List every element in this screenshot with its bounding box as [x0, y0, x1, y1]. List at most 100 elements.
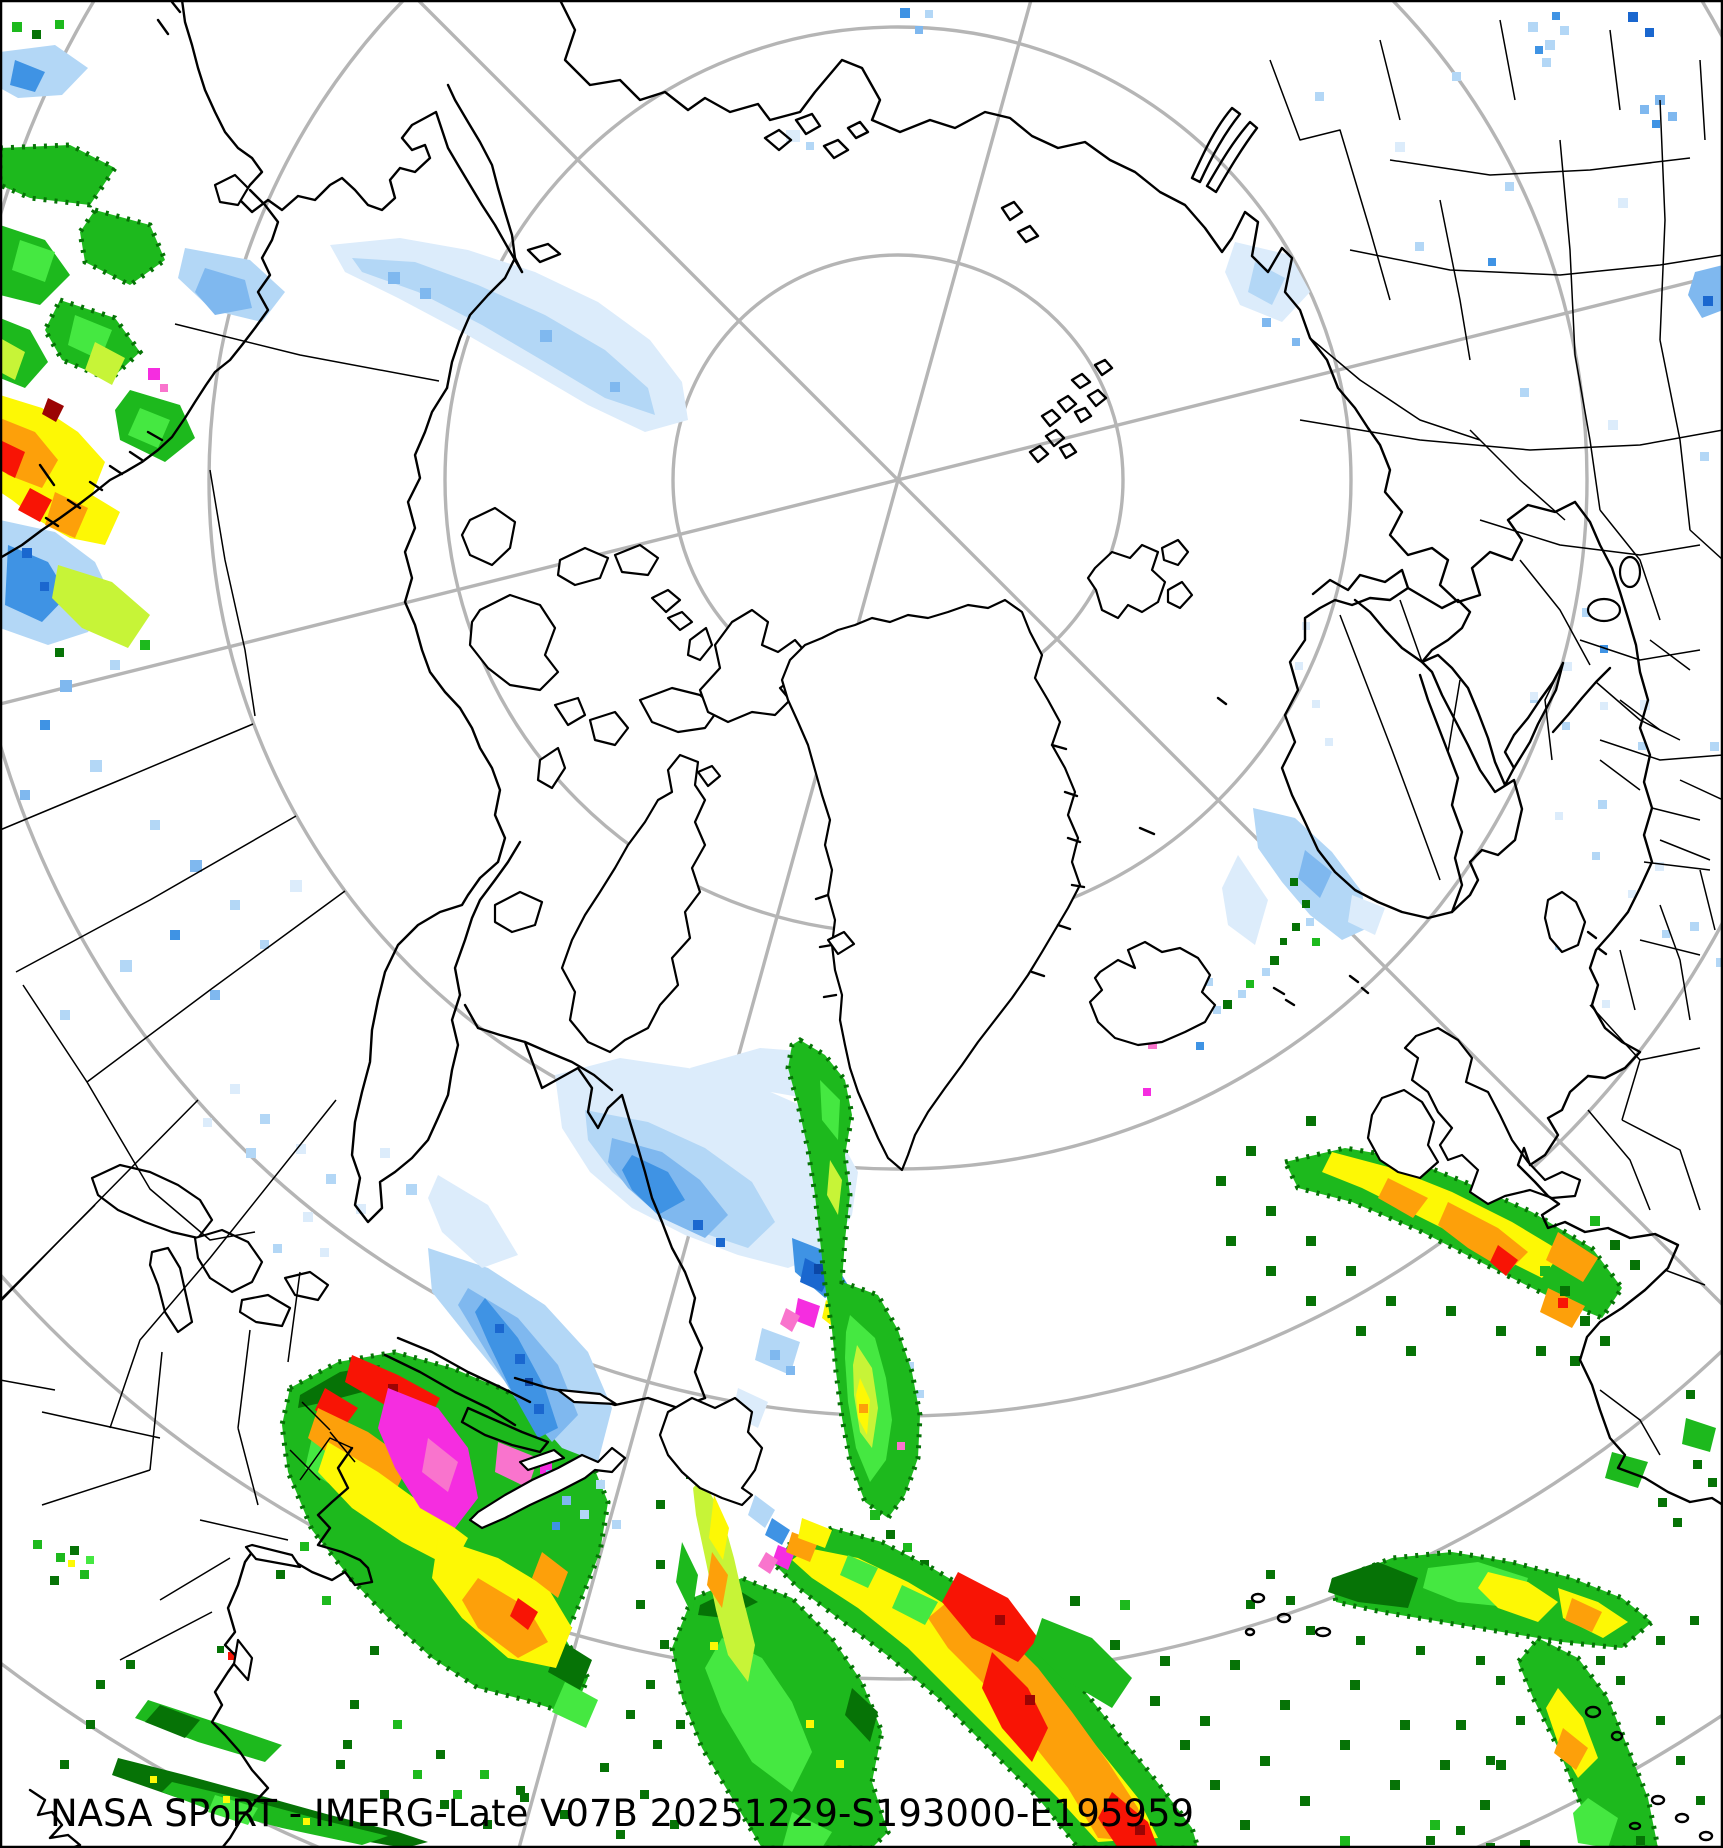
precip-new-england-storm-shape	[510, 1598, 538, 1630]
precip-new-england-storm-shape	[422, 1438, 458, 1492]
precip-azores-bands-shape	[1658, 1498, 1667, 1507]
precip-new-england-storm-shape	[326, 1174, 336, 1184]
coastlines-shape	[1205, 120, 1259, 194]
precip-atlantic-front-shape	[676, 1542, 698, 1615]
precip-iceland-specks-shape	[1143, 1088, 1151, 1096]
precip-us-specks-shape	[150, 1776, 157, 1783]
precip-gulf-of-alaska-shape	[0, 440, 25, 478]
precip-celtic-streak-shape	[1630, 1260, 1640, 1270]
precip-scandinavia-snow-shape	[1312, 700, 1320, 708]
coastlines-shape	[28, 1788, 82, 1848]
precip-atlantic-front	[626, 1430, 1530, 1848]
borders-shape	[1339, 599, 1461, 881]
precip-new-england-storm-shape	[276, 1570, 285, 1579]
precip-azores-bands-shape	[1286, 1596, 1295, 1605]
precip-russia-snow-shape	[1600, 645, 1608, 653]
precip-russia-snow-shape	[1688, 265, 1723, 318]
precip-beaufort-streak-shape	[915, 26, 923, 34]
precip-iceland-specks-shape	[1270, 956, 1279, 965]
precip-new-england-storm-shape	[230, 1084, 240, 1094]
coastlines-shape	[1503, 661, 1565, 770]
precip-azores-bands-shape	[1328, 1562, 1418, 1608]
precip-new-england-storm-shape	[296, 1144, 306, 1154]
precip-celtic-streak-shape	[1558, 1298, 1568, 1308]
precip-gulf-of-alaska-shape	[40, 582, 49, 591]
precip-new-england-storm-shape	[203, 1118, 212, 1127]
precip-atlantic-front-shape	[1520, 1840, 1530, 1848]
borders-shape	[109, 1099, 337, 1429]
precip-beaufort-streak-shape	[352, 258, 655, 415]
borders-russia-shape	[1574, 339, 1723, 621]
precip-atlantic-front-shape	[1230, 1660, 1240, 1670]
precip-azores-bands-shape	[1478, 1572, 1558, 1622]
precip-azores-bands-shape	[1682, 1418, 1716, 1452]
precip-new-england-storm-shape	[436, 1750, 445, 1759]
precip-russia-snow-shape	[1555, 812, 1563, 820]
precip-new-england-storm-shape	[515, 1354, 525, 1364]
precip-gulf-of-alaska-shape	[12, 240, 55, 282]
precip-us-specks	[33, 1540, 679, 1848]
precip-pacific-specks-shape	[290, 880, 302, 892]
precip-iceland-specks-shape	[1238, 990, 1246, 998]
precip-celtic-streak-shape	[1266, 1206, 1276, 1216]
precip-russia-snow-shape	[1640, 105, 1649, 114]
precip-baffin-bay-shape	[780, 1308, 800, 1332]
product-annotation: NASA SPoRT - IMERG-Late V07B 20251229-S1…	[50, 1792, 1195, 1835]
coastlines-shape	[1418, 673, 1464, 914]
precip-us-specks-shape	[50, 1576, 59, 1585]
precip-atlantic-front-shape	[676, 1720, 685, 1729]
precip-russia-snow-shape	[1600, 702, 1608, 710]
coast-france-iberia	[1516, 1074, 1723, 1507]
precip-celtic-streak-shape	[1590, 1216, 1600, 1226]
precip-azores-bands-shape	[1486, 1843, 1495, 1848]
precip-us-specks-shape	[112, 1758, 428, 1848]
precip-new-england-storm-shape	[318, 1442, 468, 1568]
precip-azores-bands-shape	[1656, 1716, 1665, 1725]
coastlines-shape	[650, 588, 694, 632]
precip-celtic-streak-shape	[1266, 1266, 1276, 1276]
precip-new-england-storm-shape	[380, 1148, 390, 1158]
precip-azores-bands-shape	[1656, 1636, 1665, 1645]
coastlines-shape	[696, 764, 722, 788]
precip-baffin-bay-shape	[786, 1366, 795, 1375]
precip-us-specks-shape	[86, 1556, 94, 1564]
precip-atlantic-front-shape	[656, 1500, 665, 1509]
precip-new-england-storm-shape	[246, 1148, 256, 1158]
borders-russia-shape	[1299, 419, 1723, 451]
precip-greenland-band-shape	[820, 1080, 840, 1140]
precip-gulf-of-alaska-shape	[5, 545, 68, 622]
coast-newfoundland	[658, 1396, 764, 1507]
precip-azores-bands-shape	[1554, 1728, 1588, 1770]
precip-new-england-storm	[203, 1084, 621, 1795]
precip-us-specks-shape	[380, 1790, 389, 1799]
precip-atlantic-front-shape	[710, 1642, 718, 1650]
precip-atlantic-front-shape	[636, 1600, 645, 1609]
coastlines-shape	[1543, 890, 1587, 954]
precip-new-england-storm-shape	[308, 1408, 410, 1492]
precip-beaufort-streak-shape	[420, 288, 431, 299]
precip-celtic-streak-shape	[1378, 1178, 1428, 1218]
precip-russia-snow-shape	[1690, 922, 1699, 931]
precip-celtic-streak-shape	[1496, 1326, 1506, 1336]
precip-us-specks-shape	[483, 1820, 492, 1829]
precip-beaufort-streak-shape	[900, 8, 910, 18]
precip-celtic-streak-shape	[1446, 1306, 1456, 1316]
meridian-line	[517, 0, 1033, 1848]
precip-atlantic-front-shape	[660, 1640, 669, 1649]
precip-russia-snow-shape	[1703, 296, 1713, 306]
coast-baffin	[560, 753, 707, 1054]
borders-russia-shape	[1309, 337, 1591, 666]
meridian-line	[0, 272, 1723, 706]
precip-baffin-bay-shape	[814, 1264, 824, 1274]
precip-azores-bands-shape	[1356, 1636, 1365, 1645]
precip-pacific-specks	[20, 660, 302, 1020]
precip-atlantic-front-shape	[765, 1518, 790, 1545]
coastlines-shape	[0, 188, 280, 560]
coast-great-lakes-shape	[283, 1270, 330, 1302]
precip-russia-snow-shape	[1618, 198, 1628, 208]
precip-us-specks-shape	[520, 1793, 529, 1802]
borders	[0, 19, 1723, 1661]
precip-azores-bands-shape	[1676, 1756, 1685, 1765]
precip-atlantic-front-shape	[1400, 1720, 1410, 1730]
coastlines-shape	[244, 1543, 302, 1569]
